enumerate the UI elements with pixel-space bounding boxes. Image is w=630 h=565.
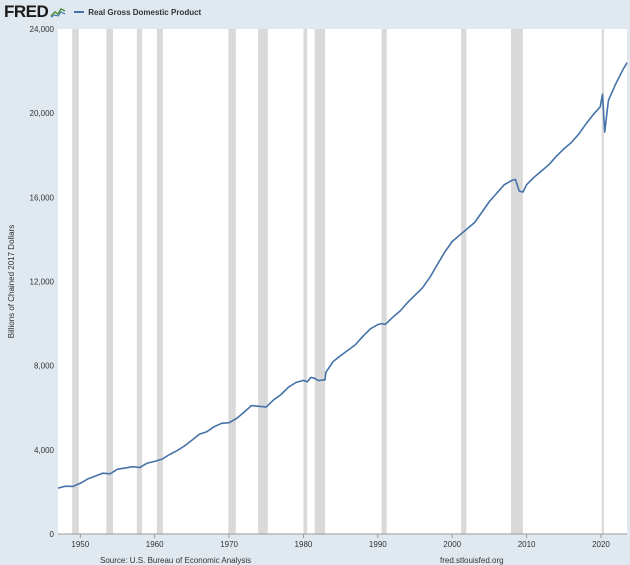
fred-logo[interactable]: FRED [4,2,67,22]
x-tick-label: 2020 [592,540,610,549]
x-tick-label: 1980 [295,540,313,549]
y-tick-label: 0 [50,530,55,539]
site-link[interactable]: fred.stlouisfed.org [440,556,504,565]
y-tick-label: 16,000 [30,193,55,202]
recession-band [314,29,326,534]
recession-band [106,29,114,534]
legend-label: Real Gross Domestic Product [88,7,202,17]
y-axis-label: Billions of Chained 2017 Dollars [7,225,16,338]
series-lines [57,62,628,489]
trend-graph-icon [50,6,67,18]
y-tick-label: 24,000 [30,25,55,34]
x-tick-label: 2010 [518,540,536,549]
x-tick-label: 2000 [443,540,461,549]
x-tick-label: 1950 [71,540,89,549]
y-tick-label: 8,000 [34,362,55,371]
axes: 0 4,000 8,000 12,000 16,000 20,000 24,000 1950 1… [30,25,627,549]
recession-band [381,29,387,534]
series-line [57,62,628,489]
recession-band [510,29,523,534]
y-tick-label: 20,000 [30,109,55,118]
recession-band [156,29,163,534]
legend: Real Gross Domestic Product [74,8,201,17]
x-tick-label: 1990 [369,540,387,549]
recession-bands [72,29,604,534]
y-tick-label: 4,000 [34,446,55,455]
logo-text: FRED [4,2,49,21]
x-tick-label: 1970 [220,540,238,549]
recession-band [72,29,79,534]
recession-band [303,29,308,534]
plot-background [58,29,627,534]
y-tick-label: 12,000 [30,278,55,287]
chart-header: FRED Real Gross Domestic Product [0,0,630,24]
legend-swatch [74,11,85,13]
recession-band [258,29,268,534]
recession-band [136,29,143,534]
x-tick-label: 1960 [146,540,164,549]
recession-band [601,29,604,534]
recession-band [461,29,467,534]
source-note: Source: U.S. Bureau of Economic Analysis [100,556,252,565]
recession-band [228,29,236,534]
